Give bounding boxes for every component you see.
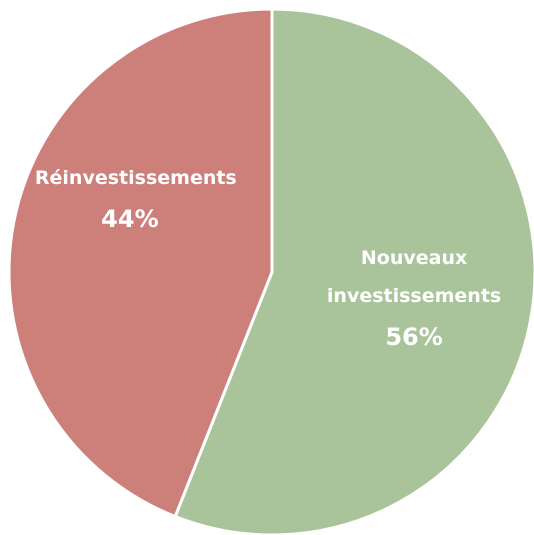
value-label: 56% — [385, 323, 443, 352]
slice-label: Réinvestissements 44% — [34, 159, 237, 241]
pie-slice — [7, 7, 274, 519]
slice-label: Nouveaux investissements 56% — [319, 239, 509, 359]
category-label: Réinvestissements — [34, 166, 237, 189]
value-label: 44% — [101, 204, 159, 233]
pie-slice — [173, 7, 534, 535]
category-label: Nouveaux investissements — [326, 247, 502, 308]
